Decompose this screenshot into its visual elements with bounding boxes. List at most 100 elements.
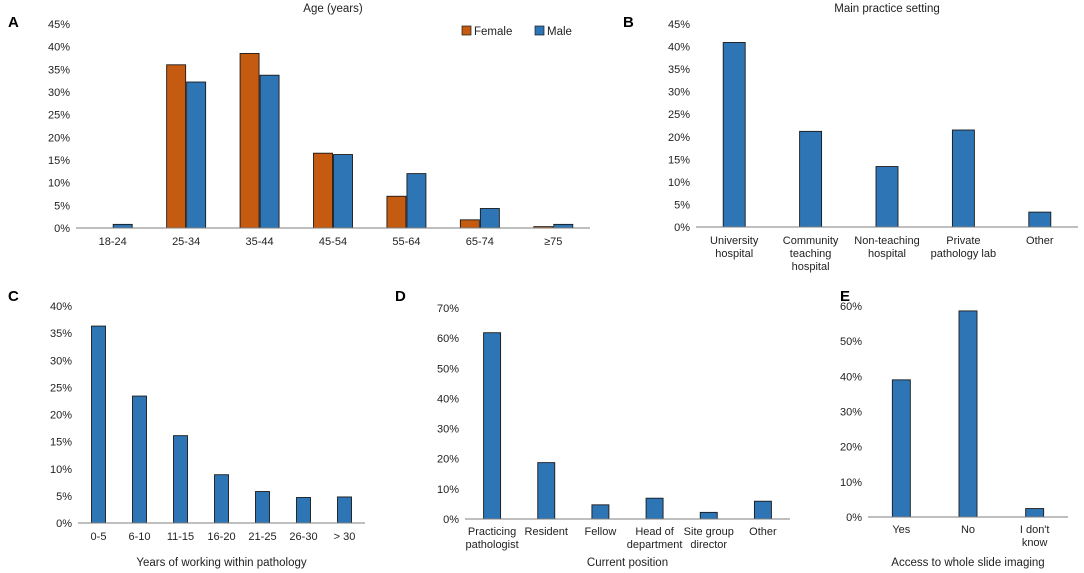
panel-b-letter: B xyxy=(623,14,634,31)
chart-d-bar xyxy=(537,462,556,520)
chart-a-category-label: 55-64 xyxy=(392,236,420,248)
chart-a-category-label: 35-44 xyxy=(246,236,274,248)
chart-a-ytick: 45% xyxy=(48,19,70,31)
chart-a-bar xyxy=(333,154,353,229)
chart-c-ytick: 20% xyxy=(50,410,72,422)
chart-c-ytick: 15% xyxy=(50,437,72,449)
chart-e-ytick: 0% xyxy=(846,512,862,524)
chart-a-category-label: 25-34 xyxy=(172,236,200,248)
chart-c-category-label: 21-25 xyxy=(248,531,276,543)
chart-b-ytick: 0% xyxy=(674,222,690,234)
chart-c-ytick: 5% xyxy=(56,491,72,503)
chart-c-ytick: 35% xyxy=(50,328,72,340)
chart-a-category-label: 18-24 xyxy=(99,236,127,248)
chart-e-ytick: 10% xyxy=(840,477,862,489)
chart-d-category-label: department xyxy=(627,539,683,551)
chart-c-ytick: 30% xyxy=(50,355,72,367)
chart-b-ytick: 35% xyxy=(668,64,690,76)
chart-a-bar xyxy=(459,219,480,229)
chart-c-bar xyxy=(296,497,311,524)
chart-b-ytick: 45% xyxy=(668,19,690,31)
chart-b-bar xyxy=(722,42,746,228)
chart-b-ytick: 15% xyxy=(668,154,690,166)
chart-c-category-label: 0-5 xyxy=(91,531,107,543)
chart-b-bar xyxy=(1028,211,1052,228)
legend-label-female: Female xyxy=(474,26,512,38)
chart-b-category-label: Community xyxy=(783,235,839,247)
chart-d-category-label: Site group xyxy=(684,526,734,538)
chart-b-bar xyxy=(799,130,823,228)
chart-b-ytick: 25% xyxy=(668,109,690,121)
panel-c-letter: C xyxy=(8,288,19,305)
chart-e-ytick: 30% xyxy=(840,407,862,419)
chart-c-category-label: 6-10 xyxy=(128,531,150,543)
chart-a-bar xyxy=(239,53,260,229)
chart-b-ytick: 5% xyxy=(674,199,690,211)
chart-d-category-label: pathologist xyxy=(465,539,518,551)
chart-b-category-label: hospital xyxy=(715,248,753,260)
chart-a-bar xyxy=(166,64,187,229)
chart-a-ytick: 25% xyxy=(48,110,70,122)
chart-e-bar xyxy=(958,310,978,518)
chart-a-bar xyxy=(553,223,574,229)
chart-d-ytick: 10% xyxy=(437,484,459,496)
chart-d-ytick: 0% xyxy=(443,514,459,526)
chart-b-title: Main practice setting xyxy=(834,3,939,15)
chart-b-category-label: teaching xyxy=(790,248,832,260)
chart-b-ytick: 40% xyxy=(668,42,690,54)
chart-d-ytick: 20% xyxy=(437,454,459,466)
chart-d-bar xyxy=(753,500,772,520)
chart-b-ytick: 10% xyxy=(668,177,690,189)
chart-b-ytick: 20% xyxy=(668,132,690,144)
chart-b-category-label: hospital xyxy=(792,261,830,273)
panel-e-letter: E xyxy=(840,288,850,305)
chart-c-bar xyxy=(91,325,106,524)
chart-b-bar xyxy=(951,129,975,228)
chart-c-ytick: 0% xyxy=(56,518,72,530)
chart-b-category-label: Non-teaching xyxy=(854,235,919,247)
chart-d-category-label: Practicing xyxy=(468,526,516,538)
chart-b-ytick: 30% xyxy=(668,87,690,99)
legend-swatch-female xyxy=(461,25,472,36)
chart-c-category-label: 16-20 xyxy=(207,531,235,543)
chart-a-ytick: 5% xyxy=(54,200,70,212)
chart-d-category-label: Fellow xyxy=(585,526,617,538)
chart-a-category-label: 45-54 xyxy=(319,236,347,248)
chart-b-category-label: pathology lab xyxy=(931,248,996,260)
chart-c-bar xyxy=(214,474,229,524)
chart-d-category-label: director xyxy=(690,539,727,551)
chart-e-ytick: 60% xyxy=(840,301,862,313)
chart-e-ytick: 40% xyxy=(840,371,862,383)
chart-a-ytick: 0% xyxy=(54,223,70,235)
chart-e-category-label: Yes xyxy=(892,524,910,536)
panel-a-letter: A xyxy=(8,14,19,31)
chart-e-bar xyxy=(1025,508,1045,518)
chart-d-ytick: 60% xyxy=(437,333,459,345)
chart-e-category-label: I don't xyxy=(1020,524,1050,536)
chart-a-bar xyxy=(406,173,427,229)
chart-a-ytick: 20% xyxy=(48,132,70,144)
chart-b-category-label: hospital xyxy=(868,248,906,260)
chart-e-ytick: 50% xyxy=(840,336,862,348)
chart-c-category-label: > 30 xyxy=(334,531,356,543)
chart-e-xlabel: Access to whole slide imaging xyxy=(891,557,1044,569)
chart-d-ytick: 70% xyxy=(437,303,459,315)
chart-a-bar xyxy=(186,81,207,229)
chart-b-category-label: University xyxy=(710,235,759,247)
chart-c-xlabel: Years of working within pathology xyxy=(136,557,307,569)
chart-d-bar xyxy=(699,511,718,520)
chart-c-ytick: 25% xyxy=(50,382,72,394)
chart-d-ytick: 30% xyxy=(437,424,459,436)
chart-a-bar xyxy=(479,208,500,229)
chart-a-title: Age (years) xyxy=(303,3,363,15)
chart-a-ytick: 30% xyxy=(48,87,70,99)
chart-d-ytick: 50% xyxy=(437,363,459,375)
chart-d-bar xyxy=(645,497,664,520)
chart-e-category-label: No xyxy=(961,524,975,536)
chart-e-ytick: 20% xyxy=(840,442,862,454)
chart-d-category-label: Other xyxy=(749,526,777,538)
chart-d-xlabel: Current position xyxy=(587,557,668,569)
chart-c-bar xyxy=(173,435,188,524)
chart-c-ytick: 40% xyxy=(50,301,72,313)
